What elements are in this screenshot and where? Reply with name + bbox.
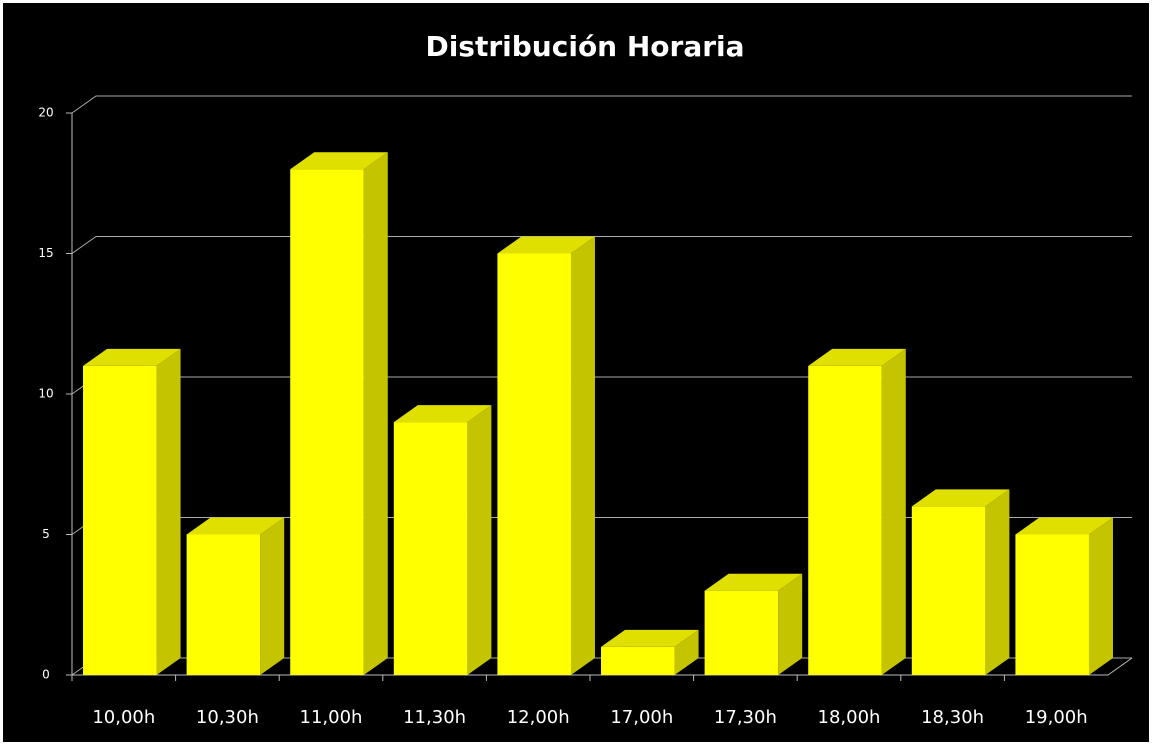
x-tick-label: 19,00h xyxy=(1025,707,1088,728)
y-tick-label: 20 xyxy=(38,106,53,120)
bar xyxy=(911,506,986,675)
grid-line xyxy=(71,236,1132,254)
bar-top xyxy=(911,489,1010,507)
bar-top xyxy=(808,348,906,366)
bar-top xyxy=(704,573,803,591)
chart-title: Distribución Horaria xyxy=(425,30,744,63)
bar-side xyxy=(260,517,285,675)
bar-side xyxy=(156,348,181,675)
y-tick-label: 0 xyxy=(42,668,50,682)
bar-side xyxy=(674,629,699,675)
x-tick-label: 11,00h xyxy=(300,707,363,728)
bar-top xyxy=(1015,517,1113,535)
bar xyxy=(808,365,882,675)
grid-line xyxy=(71,95,1132,114)
x-tick-label: 17,30h xyxy=(714,707,777,728)
bar-side xyxy=(570,236,595,675)
bar xyxy=(704,590,779,675)
bar-side xyxy=(363,152,388,675)
bar-side xyxy=(467,405,492,675)
bar-side xyxy=(1088,517,1113,675)
x-tick-label: 10,00h xyxy=(92,707,155,728)
bar xyxy=(393,422,468,675)
bar xyxy=(83,365,157,675)
y-tick-label: 5 xyxy=(42,527,50,541)
bar-top xyxy=(601,629,699,647)
x-tick-label: 11,30h xyxy=(403,707,466,728)
bar-side xyxy=(778,573,803,675)
bar xyxy=(1015,534,1089,675)
x-tick-label: 18,00h xyxy=(818,707,881,728)
x-tick-label: 12,00h xyxy=(507,707,570,728)
bar xyxy=(186,534,261,675)
bar xyxy=(497,253,571,675)
bar-top xyxy=(83,348,181,366)
y-tick-label: 10 xyxy=(38,387,53,401)
y-tick-label: 15 xyxy=(38,246,53,260)
bar xyxy=(290,169,364,675)
bar-top xyxy=(393,405,492,423)
bar-top xyxy=(497,236,595,254)
bar xyxy=(601,646,675,675)
bar-top xyxy=(290,152,388,170)
x-tick-label: 18,30h xyxy=(921,707,984,728)
bar-side xyxy=(985,489,1010,675)
bar-side xyxy=(881,348,906,675)
x-tick-label: 17,00h xyxy=(610,707,673,728)
x-tick-label: 10,30h xyxy=(196,707,259,728)
bar-top xyxy=(186,517,285,535)
